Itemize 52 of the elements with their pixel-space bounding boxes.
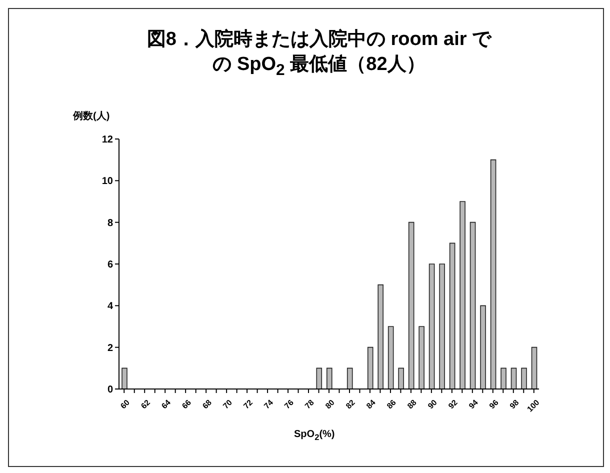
bar: [388, 326, 394, 389]
bar: [521, 368, 527, 389]
x-tick-label: 68: [200, 398, 214, 411]
x-tick-label: 100: [525, 398, 542, 414]
x-tick-label: 62: [139, 398, 152, 411]
bar: [449, 242, 456, 389]
bar: [122, 368, 128, 389]
bar: [531, 346, 538, 389]
x-tick-label: 72: [242, 398, 255, 411]
bar: [418, 326, 424, 389]
bar: [378, 284, 384, 389]
x-tick-label: 78: [303, 398, 316, 411]
x-tick-label: 96: [488, 398, 501, 411]
bar: [470, 222, 476, 389]
bar: [428, 264, 435, 389]
x-axis-title: SpO$_{2}$(%): [294, 429, 335, 442]
y-tick-label: 12: [102, 134, 114, 146]
x-tick-label: 98: [508, 398, 522, 411]
bar: [398, 368, 404, 389]
bar: [460, 201, 466, 389]
x-tick-label: 70: [221, 398, 234, 411]
x-tick-label: 90: [426, 398, 440, 411]
bar: [316, 368, 322, 389]
y-tick-label: 2: [107, 342, 114, 354]
y-axis-title: 例数(人): [73, 110, 110, 123]
bar: [367, 346, 374, 389]
bar: [510, 368, 517, 389]
y-tick-label: 0: [107, 384, 114, 396]
y-tick-label: 8: [107, 218, 114, 229]
bar: [326, 368, 332, 389]
bar: [408, 222, 414, 389]
x-tick-label: 76: [282, 398, 296, 411]
x-tick-label: 60: [118, 398, 132, 411]
bar: [500, 368, 506, 389]
x-tick-label: 74: [262, 398, 276, 411]
x-tick-label: 92: [446, 398, 460, 411]
x-tick-label: 84: [364, 398, 378, 411]
x-tick-label: 80: [324, 398, 337, 411]
y-tick-label: 6: [107, 260, 114, 271]
bar: [439, 264, 445, 389]
y-tick-label: 4: [107, 301, 114, 312]
bar: [480, 305, 486, 389]
x-tick-label: 82: [344, 398, 358, 411]
x-tick-label: 94: [467, 398, 480, 411]
x-tick-label: 66: [180, 398, 194, 411]
x-tick-label: 64: [160, 398, 173, 411]
y-tick-label: 10: [102, 176, 114, 188]
bar: [346, 368, 353, 389]
x-tick-label: 88: [406, 398, 419, 411]
chart-title: 図8．入院時または入院中の room air での SpO$_{2}$ 最低値（82人）: [146, 28, 493, 81]
x-tick-label: 86: [385, 398, 398, 411]
bar: [490, 159, 496, 389]
